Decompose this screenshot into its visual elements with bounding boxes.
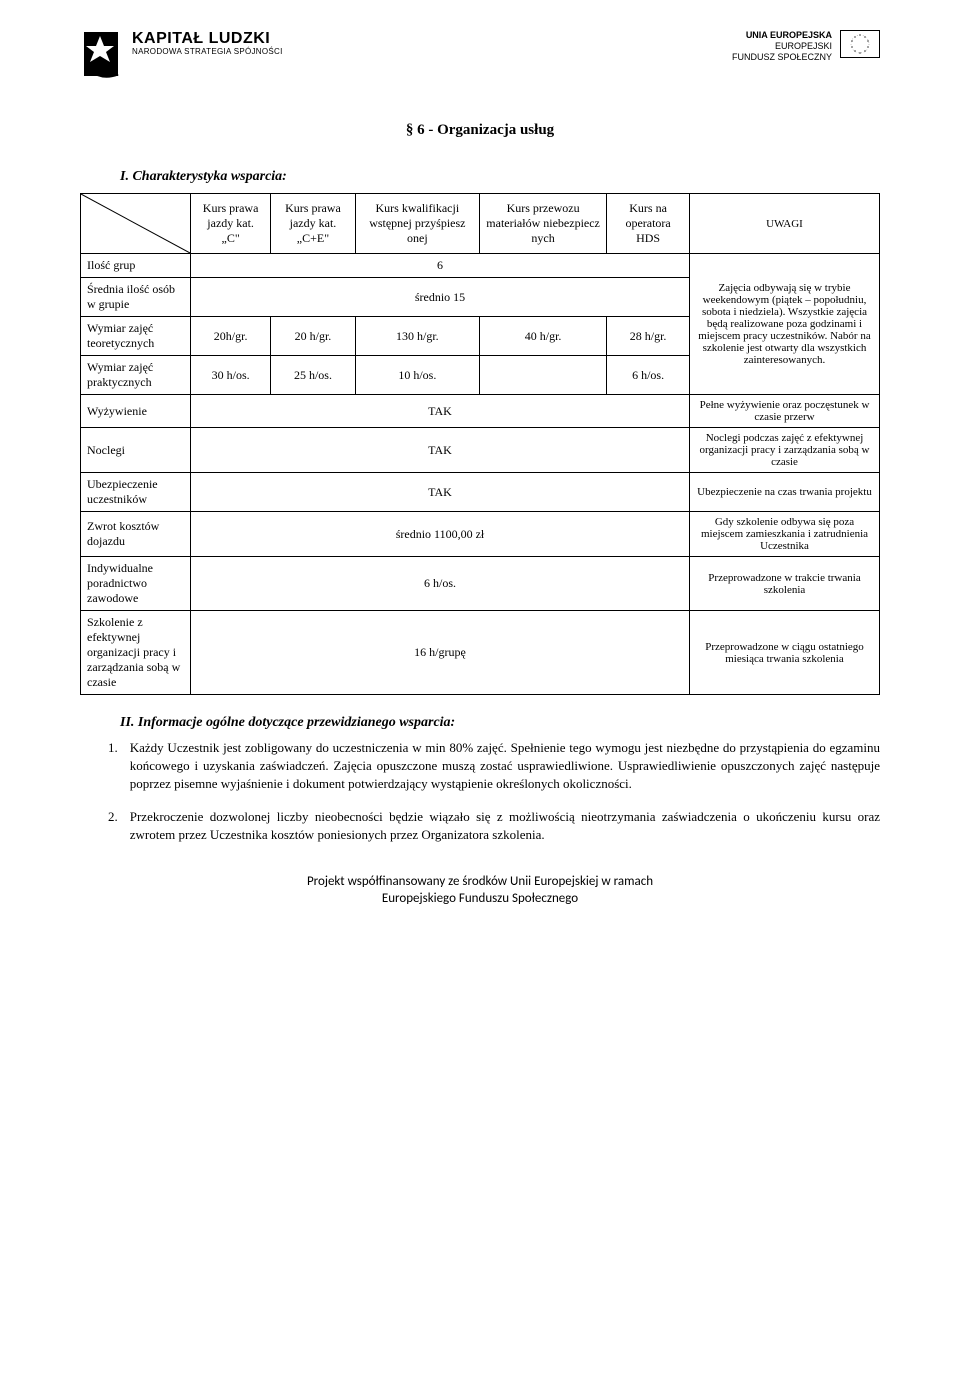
- row-label: Ilość grup: [81, 254, 191, 278]
- logo-left-sub: NARODOWA STRATEGIA SPÓJNOŚCI: [132, 48, 283, 57]
- section-title: § 6 - Organizacja usług: [80, 122, 880, 139]
- cell: 130 h/gr.: [355, 317, 479, 356]
- cell: [479, 356, 606, 395]
- cell: 6 h/os.: [607, 356, 690, 395]
- page: KAPITAŁ LUDZKI NARODOWA STRATEGIA SPÓJNO…: [0, 0, 960, 948]
- cell-uwagi: Przeprowadzone w ciągu ostatniego miesią…: [690, 611, 880, 695]
- cell-szkolenie: 16 h/grupę: [191, 611, 690, 695]
- paragraph-1: 1. Każdy Uczestnik jest zobligowany do u…: [108, 739, 880, 794]
- cell-zwrot: średnio 1100,00 zł: [191, 512, 690, 557]
- col-header: Kurs przewozu materiałów niebezpiecz nyc…: [479, 194, 606, 254]
- paragraph-2: 2. Przekroczenie dozwolonej liczby nieob…: [108, 808, 880, 844]
- cell-uwagi: Noclegi podczas zajęć z efektywnej organ…: [690, 428, 880, 473]
- logo-right: UNIA EUROPEJSKA EUROPEJSKI FUNDUSZ SPOŁE…: [732, 30, 880, 62]
- eu-flag-icon: [840, 30, 880, 58]
- diagonal-header-cell: [81, 194, 191, 254]
- cell: 40 h/gr.: [479, 317, 606, 356]
- cell-srednia: średnio 15: [191, 278, 690, 317]
- eu-line2: EUROPEJSKI: [732, 41, 832, 52]
- cell-uwagi: Pełne wyżywienie oraz poczęstunek w czas…: [690, 395, 880, 428]
- cell: 30 h/os.: [191, 356, 271, 395]
- col-header: Kurs prawa jazdy kat. „C+E": [271, 194, 355, 254]
- cell: 20h/gr.: [191, 317, 271, 356]
- col-header: Kurs prawa jazdy kat. „C": [191, 194, 271, 254]
- cell: 25 h/os.: [271, 356, 355, 395]
- cell-uwagi: Zajęcia odbywają się w trybie weekendowy…: [690, 254, 880, 395]
- eu-line3: FUNDUSZ SPOŁECZNY: [732, 52, 832, 63]
- cell-poradnictwo: 6 h/os.: [191, 557, 690, 611]
- list-number: 1.: [108, 739, 118, 794]
- row-label: Wymiar zajęć teoretycznych: [81, 317, 191, 356]
- row-label: Wyżywienie: [81, 395, 191, 428]
- logo-left: KAPITAŁ LUDZKI NARODOWA STRATEGIA SPÓJNO…: [80, 30, 283, 82]
- logo-left-main: KAPITAŁ LUDZKI: [132, 30, 283, 48]
- logo-right-text: UNIA EUROPEJSKA EUROPEJSKI FUNDUSZ SPOŁE…: [732, 30, 832, 62]
- footer-line-2: Europejskiego Funduszu Społecznego: [80, 891, 880, 908]
- cell-uwagi: Gdy szkolenie odbywa się poza miejscem z…: [690, 512, 880, 557]
- col-header: Kurs kwalifikacji wstępnej przyśpiesz on…: [355, 194, 479, 254]
- subsection-2: II. Informacje ogólne dotyczące przewidz…: [120, 715, 880, 731]
- footer-line-1: Projekt współfinansowany ze środków Unii…: [80, 874, 880, 891]
- cell-uwagi: Ubezpieczenie na czas trwania projektu: [690, 473, 880, 512]
- col-header-uwagi: UWAGI: [690, 194, 880, 254]
- row-label: Ubezpieczenie uczestników: [81, 473, 191, 512]
- cell-uwagi: Przeprowadzone w trakcie trwania szkolen…: [690, 557, 880, 611]
- cell: 28 h/gr.: [607, 317, 690, 356]
- paragraph-text: Przekroczenie dozwolonej liczby nieobecn…: [130, 808, 880, 844]
- subsection-1: I. Charakterystyka wsparcia:: [120, 169, 880, 185]
- cell: 10 h/os.: [355, 356, 479, 395]
- cell-ilosc-grup: 6: [191, 254, 690, 278]
- row-label: Indywidualne poradnictwo zawodowe: [81, 557, 191, 611]
- page-footer: Projekt współfinansowany ze środków Unii…: [80, 874, 880, 908]
- row-label: Zwrot kosztów dojazdu: [81, 512, 191, 557]
- support-table: Kurs prawa jazdy kat. „C" Kurs prawa jaz…: [80, 193, 880, 695]
- list-number: 2.: [108, 808, 118, 844]
- cell: 20 h/gr.: [271, 317, 355, 356]
- eu-line1: UNIA EUROPEJSKA: [732, 30, 832, 41]
- cell-noclegi: TAK: [191, 428, 690, 473]
- cell-ubezpieczenie: TAK: [191, 473, 690, 512]
- page-header: KAPITAŁ LUDZKI NARODOWA STRATEGIA SPÓJNO…: [80, 30, 880, 82]
- row-label: Noclegi: [81, 428, 191, 473]
- col-header: Kurs na operatora HDS: [607, 194, 690, 254]
- paragraph-text: Każdy Uczestnik jest zobligowany do ucze…: [130, 739, 880, 794]
- kapital-ludzki-icon: [80, 30, 124, 82]
- cell-wyzywienie: TAK: [191, 395, 690, 428]
- row-label: Wymiar zajęć praktycznych: [81, 356, 191, 395]
- logo-left-text: KAPITAŁ LUDZKI NARODOWA STRATEGIA SPÓJNO…: [132, 30, 283, 56]
- row-label: Średnia ilość osób w grupie: [81, 278, 191, 317]
- row-label: Szkolenie z efektywnej organizacji pracy…: [81, 611, 191, 695]
